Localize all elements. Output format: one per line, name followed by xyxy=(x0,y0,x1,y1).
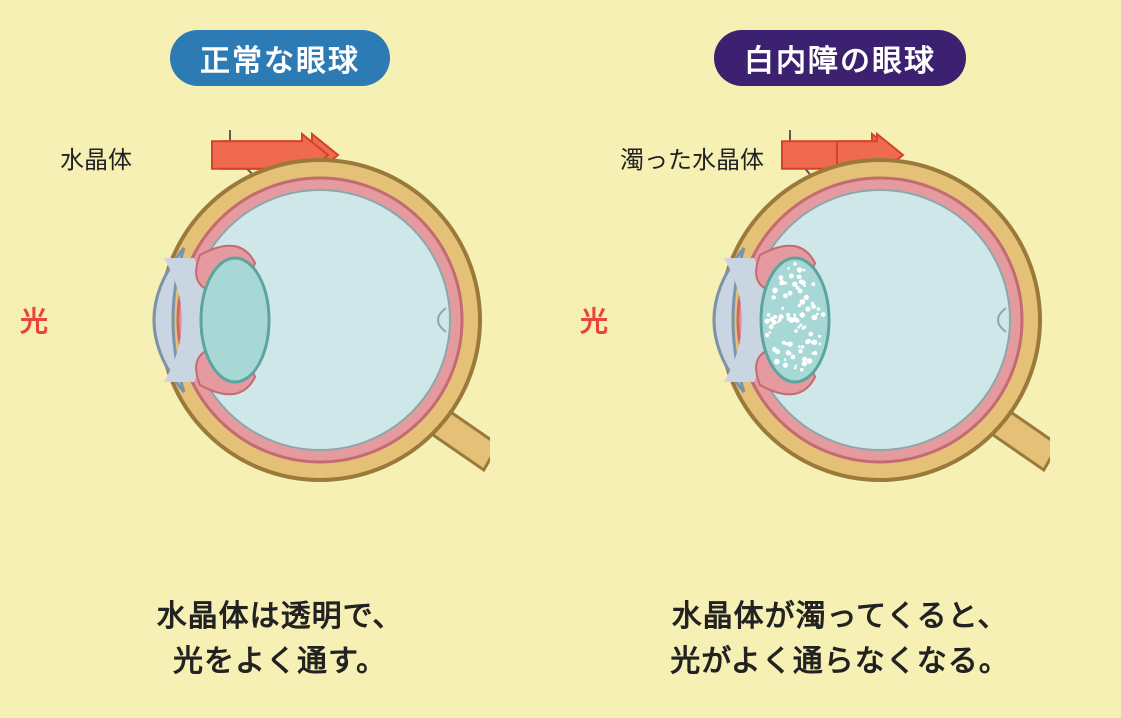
light-label-outer: 光 xyxy=(580,300,608,340)
light-label-outer: 光 xyxy=(20,300,48,340)
eye-diagram-cataract: 濁った水晶体 光 光 xyxy=(560,130,1120,530)
caption-line2: 光がよく通らなくなる。 xyxy=(670,645,1010,678)
panel-cataract-eye: 白内障の眼球 濁った水晶体 光 光 水晶体が濁ってくると、 光がよく通らなくなる… xyxy=(560,0,1120,718)
title-pill-normal: 正常な眼球 xyxy=(170,30,390,86)
eyeball-svg xyxy=(70,130,490,510)
caption-cataract: 水晶体が濁ってくると、 光がよく通らなくなる。 xyxy=(560,594,1120,684)
caption-line2: 光をよく通す。 xyxy=(173,645,387,678)
caption-line1: 水晶体は透明で、 xyxy=(157,600,404,633)
eyeball-svg xyxy=(630,130,1050,510)
panel-normal-eye: 正常な眼球 水晶体 光 光 水晶体は透明で、 光をよく通す。 xyxy=(0,0,560,718)
eye-diagram-normal: 水晶体 光 光 xyxy=(0,130,560,530)
caption-normal: 水晶体は透明で、 光をよく通す。 xyxy=(0,594,560,684)
title-pill-cataract: 白内障の眼球 xyxy=(714,30,966,86)
caption-line1: 水晶体が濁ってくると、 xyxy=(672,600,1009,633)
